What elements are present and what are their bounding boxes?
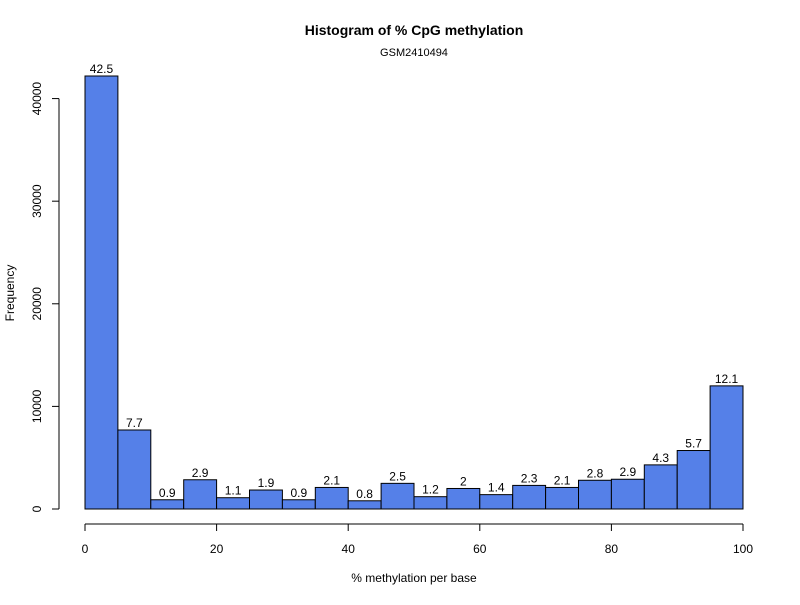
- bar-value-label: 2.9: [192, 466, 209, 480]
- histogram-bar: [512, 484, 547, 510]
- bar-value-label: 1.9: [258, 476, 275, 490]
- bar-value-label: 2.3: [521, 471, 538, 485]
- bar-value-label: 4.3: [652, 451, 669, 465]
- bar-value-label: 2.9: [620, 465, 637, 479]
- histogram-bar: [676, 450, 711, 510]
- bar-value-label: 2.5: [389, 469, 406, 483]
- histogram-bar: [150, 499, 185, 510]
- x-axis-label: % methylation per base: [351, 571, 477, 585]
- histogram-bar: [183, 479, 218, 510]
- x-tick-label: 60: [473, 542, 487, 556]
- bar-value-label: 0.8: [356, 487, 373, 501]
- bar-value-label: 42.5: [90, 62, 114, 76]
- bar-value-label: 2.1: [554, 473, 571, 487]
- bar-value-label: 2.1: [323, 473, 340, 487]
- x-tick-label: 40: [342, 542, 356, 556]
- histogram-bar: [347, 500, 382, 510]
- histogram-bar: [479, 494, 514, 510]
- histogram-bar: [314, 486, 349, 510]
- bar-labels-group: 42.5 7.7 0.9 2.9 1.1 1.9 0.9 2.1 0.8 2.5 1.2 2 1.4 2.…: [90, 62, 739, 501]
- histogram-bar: [117, 429, 152, 510]
- y-tick-label: 30000: [30, 184, 44, 218]
- histogram-bar: [249, 489, 283, 510]
- x-tick-label: 100: [733, 542, 753, 556]
- chart-subtitle: GSM2410494: [380, 47, 448, 59]
- bar-value-label: 1.1: [225, 484, 242, 498]
- y-tick-label: 20000: [30, 287, 44, 321]
- y-tick-label: 40000: [30, 82, 44, 116]
- bar-value-label: 1.4: [488, 481, 505, 495]
- bars-group: [84, 75, 744, 510]
- histogram-bar: [578, 479, 612, 510]
- histogram-bar: [380, 482, 415, 510]
- histogram-bar: [610, 478, 645, 510]
- histogram-bar: [413, 496, 448, 510]
- chart-title: Histogram of % CpG methylation: [305, 22, 524, 38]
- bar-value-label: 1.2: [422, 483, 439, 497]
- y-axis: 0 10000 20000 30000 40000: [30, 82, 60, 512]
- y-tick-label: 0: [30, 505, 44, 512]
- histogram-bar: [216, 497, 251, 510]
- x-tick-label: 80: [605, 542, 619, 556]
- y-axis-label: Frequency: [3, 265, 17, 322]
- bar-value-label: 12.1: [715, 372, 739, 386]
- histogram-bar: [84, 75, 119, 510]
- bar-value-label: 0.9: [159, 486, 176, 500]
- histogram-bar: [643, 464, 678, 510]
- bar-value-label: 7.7: [126, 416, 143, 430]
- histogram-bar: [545, 486, 579, 510]
- histogram-bar: [281, 499, 316, 510]
- bar-value-label: 5.7: [685, 437, 702, 451]
- bar-value-label: 2.8: [587, 466, 604, 480]
- histogram-bar: [446, 487, 481, 510]
- bar-value-label: 2: [460, 474, 467, 488]
- x-tick-label: 0: [82, 542, 89, 556]
- x-tick-label: 20: [210, 542, 224, 556]
- histogram-bar: [709, 385, 744, 510]
- y-tick-label: 10000: [30, 389, 44, 423]
- bar-value-label: 0.9: [291, 486, 308, 500]
- x-axis: 0 20 40 60 80 100: [82, 523, 753, 556]
